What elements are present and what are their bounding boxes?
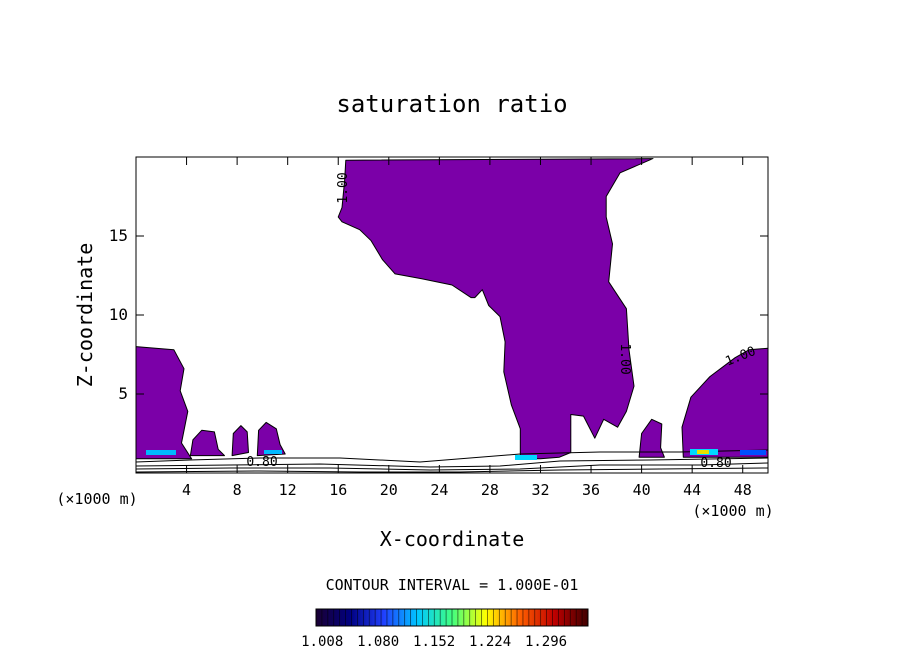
x-tick-label: 48 [734, 481, 752, 499]
surface-contour-band [136, 449, 768, 473]
contour-line [136, 467, 768, 473]
cloud-base-core [264, 450, 282, 454]
supersaturated-region [256, 421, 286, 457]
y-tick-label: 15 [109, 226, 128, 245]
x-tick-label: 36 [582, 481, 600, 499]
supersaturated-region [337, 158, 654, 460]
x-tick-label: 24 [430, 481, 448, 499]
supersaturated-region [638, 418, 665, 458]
contour-label: 1.00 [617, 343, 632, 374]
x-tick-label: 40 [633, 481, 651, 499]
x-tick-label: 20 [380, 481, 398, 499]
contour-label: 0.80 [700, 456, 731, 471]
y-ticks: 5 10 15 [109, 226, 768, 403]
x-tick-label: 44 [683, 481, 701, 499]
contour-label: 0.80 [246, 455, 277, 470]
supersaturated-region [189, 429, 225, 457]
x-unit-label: (×1000 m) [56, 490, 137, 508]
contour-label: 1.00 [336, 172, 351, 203]
x-tick-label: 28 [481, 481, 499, 499]
x-tick-label: 12 [279, 481, 297, 499]
colorbar-tick-label: 1.224 [469, 634, 511, 650]
cloud-base-core [146, 450, 176, 455]
contour-line [136, 457, 768, 468]
colorbar-ticks: 1.008 1.080 1.152 1.224 1.296 [301, 634, 567, 650]
x-tick-label: 16 [329, 481, 347, 499]
colorbar-tick-label: 1.296 [525, 634, 567, 650]
colorbar-tick-label: 1.008 [301, 634, 343, 650]
colorbar-tick-label: 1.152 [413, 634, 455, 650]
supersaturated-region [136, 346, 193, 460]
x-ticks: 4 8 12 16 20 24 28 32 36 40 44 48 [182, 157, 752, 499]
x-tick-label: 4 [182, 481, 191, 499]
cloud-base-core [740, 450, 766, 455]
z-unit-label: (×1000 m) [692, 502, 773, 520]
colorbar-dividers [321, 609, 583, 626]
supersaturated-region [681, 347, 768, 458]
x-tick-label: 32 [531, 481, 549, 499]
contour-interval-text: CONTOUR INTERVAL = 1.000E-01 [326, 576, 579, 594]
x-axis-label: X-coordinate [380, 527, 525, 551]
contour-line [136, 462, 768, 471]
y-tick-label: 5 [118, 384, 128, 403]
supersaturated-regions [136, 158, 768, 460]
cloud-base-core [515, 455, 537, 460]
x-tick-label: 8 [233, 481, 242, 499]
y-axis-label: Z-coordinate [73, 243, 97, 388]
y-tick-label: 10 [109, 305, 128, 324]
cloud-base-core [697, 450, 709, 454]
chart-title: saturation ratio [336, 90, 567, 118]
contour-line [136, 449, 768, 463]
colorbar-tick-label: 1.080 [357, 634, 399, 650]
supersaturated-region [231, 425, 249, 457]
